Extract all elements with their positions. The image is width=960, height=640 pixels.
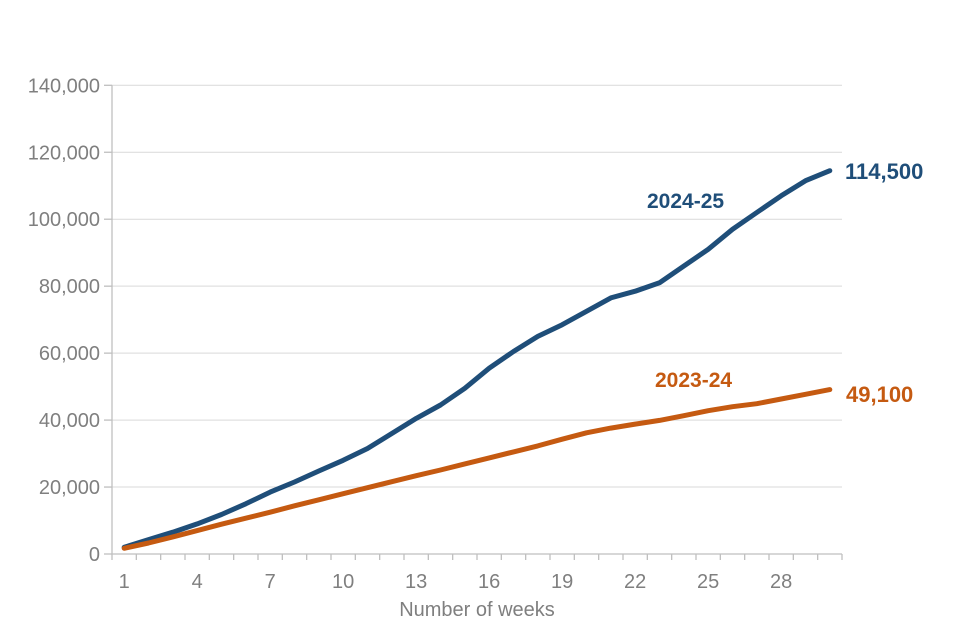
x-axis-label: 22 — [624, 571, 646, 593]
x-axis-label: 16 — [478, 571, 500, 593]
y-axis-label: 0 — [89, 544, 100, 566]
y-axis-label: 140,000 — [28, 75, 100, 97]
end-value-label-2024-25: 114,500 — [845, 159, 924, 184]
y-axis-label: 40,000 — [39, 410, 100, 432]
x-axis-label: 25 — [697, 571, 719, 593]
series-label-2024-25: 2024-25 — [647, 190, 725, 213]
y-axis-label: 20,000 — [39, 477, 100, 499]
x-axis-label: 13 — [405, 571, 427, 593]
y-axis-label: 80,000 — [39, 276, 100, 298]
x-axis-label: 19 — [551, 571, 573, 593]
x-axis-title: Number of weeks — [399, 599, 555, 621]
y-axis-label: 100,000 — [28, 209, 100, 231]
x-axis-label: 7 — [265, 571, 276, 593]
series-label-2023-24: 2023-24 — [655, 369, 733, 392]
y-axis-label: 60,000 — [39, 343, 100, 365]
x-axis-label: 1 — [119, 571, 130, 593]
x-axis-label: 28 — [770, 571, 792, 593]
series-line-2024-25 — [121, 168, 833, 550]
y-axis-label: 120,000 — [28, 142, 100, 164]
x-axis-label: 4 — [192, 571, 203, 593]
series-line-2023-24 — [121, 387, 833, 551]
x-axis-label: 10 — [332, 571, 354, 593]
end-value-label-2023-24: 49,100 — [846, 382, 914, 407]
